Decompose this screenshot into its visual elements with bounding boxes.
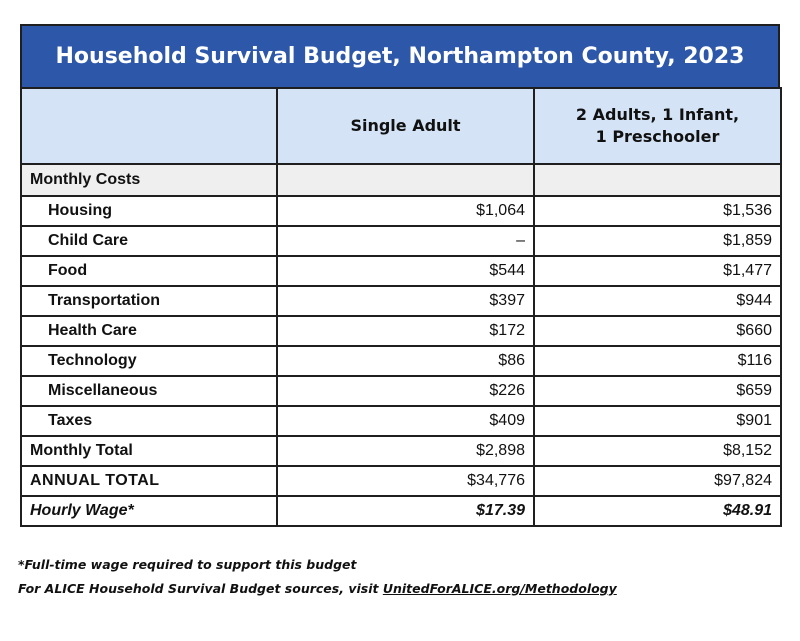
family-value: $944 [533,285,782,317]
row-label: Taxes [20,405,278,437]
section-empty-cell [276,163,535,197]
row-label: Housing [20,195,278,227]
family-value: $660 [533,315,782,347]
single-adult-value: $86 [276,345,535,377]
row-label: Miscellaneous [20,375,278,407]
annual-total-row: ANNUAL TOTAL $34,776 $97,824 [20,465,782,497]
row-label: Monthly Total [20,435,278,467]
family-value: $1,477 [533,255,782,287]
column-header-row: Single Adult 2 Adults, 1 Infant, 1 Presc… [20,87,782,165]
single-adult-value: $397 [276,285,535,317]
family-value: $659 [533,375,782,407]
row-label: Child Care [20,225,278,257]
single-adult-value: $409 [276,405,535,437]
family-value: $8,152 [533,435,782,467]
family-value: $901 [533,405,782,437]
budget-table: Single Adult 2 Adults, 1 Infant, 1 Presc… [20,87,782,527]
hourly-wage-row: Hourly Wage* $17.39 $48.91 [20,495,782,527]
single-adult-value: $1,064 [276,195,535,227]
family-value: $116 [533,345,782,377]
header-family-line-2: 1 Preschooler [595,127,720,146]
table-row: Taxes $409 $901 [20,405,782,437]
single-adult-value: – [276,225,535,257]
single-adult-value: $172 [276,315,535,347]
row-label: ANNUAL TOTAL [20,465,278,497]
monthly-total-row: Monthly Total $2,898 $8,152 [20,435,782,467]
single-adult-value: $226 [276,375,535,407]
methodology-link[interactable]: UnitedForALICE.org/Methodology [382,581,617,596]
cost-rows: Housing $1,064 $1,536 Child Care – $1,859 Food… [20,195,782,437]
family-value: $97,824 [533,465,782,497]
section-label: Monthly Costs [20,163,278,197]
table-row: Child Care – $1,859 [20,225,782,257]
budget-table-container: Household Survival Budget, Northampton C… [20,24,782,527]
single-adult-value: $34,776 [276,465,535,497]
footnote-sources-text: For ALICE Household Survival Budget sour… [18,581,383,596]
header-family: 2 Adults, 1 Infant, 1 Preschooler [533,87,782,165]
section-row-monthly-costs: Monthly Costs [20,163,782,197]
footnote-wage: *Full-time wage required to support this… [18,557,357,572]
family-value: $1,859 [533,225,782,257]
table-row: Transportation $397 $944 [20,285,782,317]
header-blank-cell [20,87,278,165]
table-row: Health Care $172 $660 [20,315,782,347]
row-label: Health Care [20,315,278,347]
table-title: Household Survival Budget, Northampton C… [20,24,780,87]
footnotes: *Full-time wage required to support this… [18,557,617,605]
header-family-line-1: 2 Adults, 1 Infant, [575,105,740,124]
single-adult-value: $17.39 [276,495,535,527]
single-adult-value: $2,898 [276,435,535,467]
row-label: Transportation [20,285,278,317]
family-value: $1,536 [533,195,782,227]
row-label: Hourly Wage* [20,495,278,527]
table-row: Housing $1,064 $1,536 [20,195,782,227]
row-label: Technology [20,345,278,377]
footnote-sources: For ALICE Household Survival Budget sour… [18,581,617,596]
row-label: Food [20,255,278,287]
table-row: Food $544 $1,477 [20,255,782,287]
section-empty-cell [533,163,782,197]
single-adult-value: $544 [276,255,535,287]
family-value: $48.91 [533,495,782,527]
table-row: Technology $86 $116 [20,345,782,377]
table-row: Miscellaneous $226 $659 [20,375,782,407]
header-single-adult: Single Adult [276,87,535,165]
